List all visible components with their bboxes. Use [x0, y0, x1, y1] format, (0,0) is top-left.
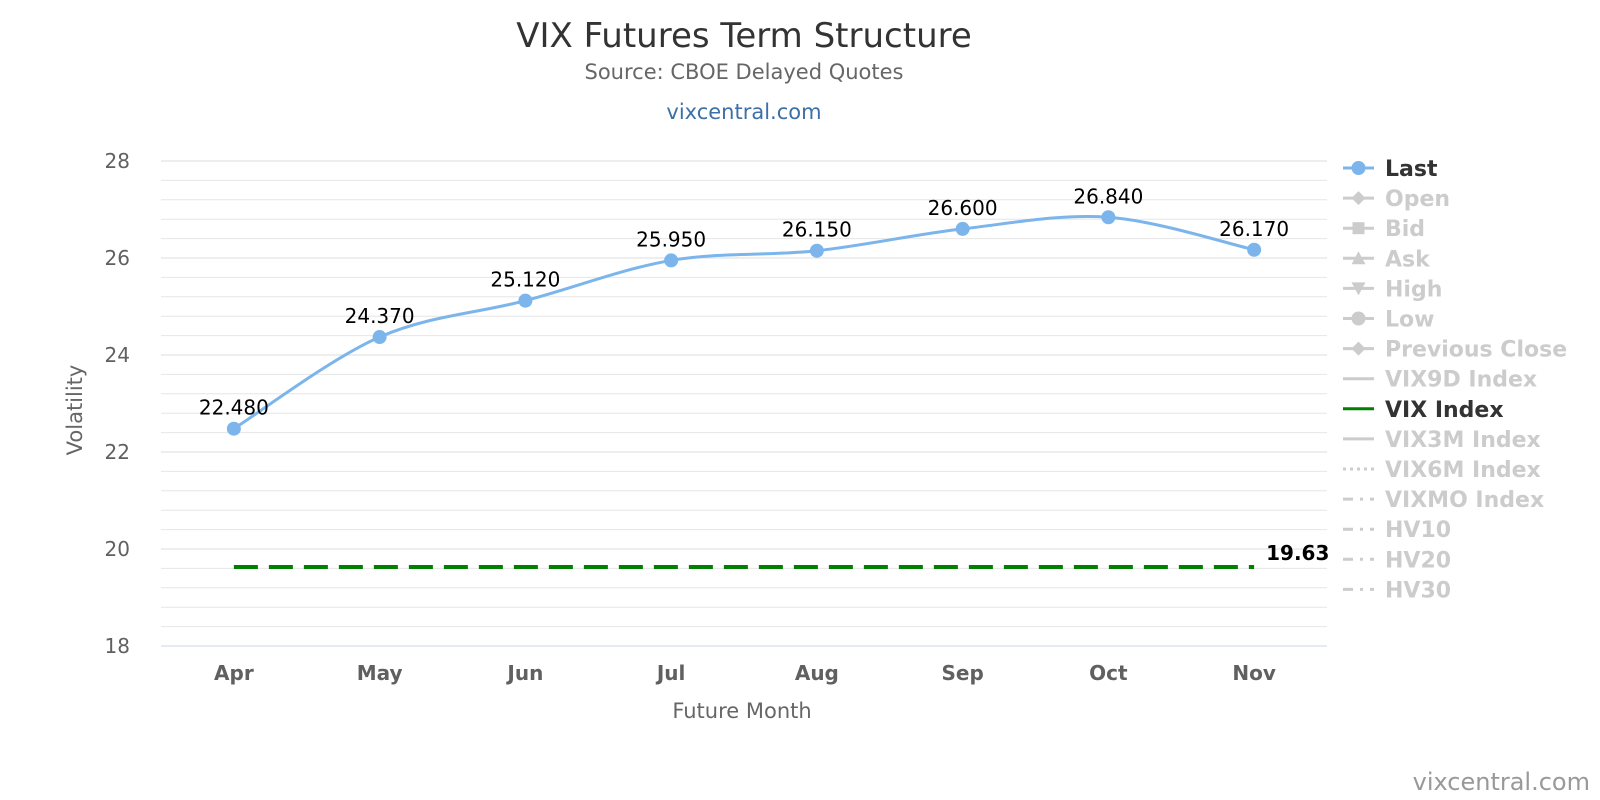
legend-label: VIX3M Index: [1385, 428, 1541, 453]
x-tick-label: May: [357, 661, 403, 685]
legend-label: VIX Index: [1385, 398, 1504, 423]
legend-item[interactable]: VIX Index: [1343, 398, 1504, 423]
legend-item[interactable]: Low: [1343, 308, 1434, 333]
y-tick-label: 20: [105, 537, 130, 561]
legend: Last Open Bid Ask High Low Previous Close VIX9D…: [1343, 157, 1567, 603]
legend-label: HV30: [1385, 578, 1451, 603]
y-axis-ticks: 18 20 22 24 26 28: [105, 149, 130, 658]
legend-label: VIX9D Index: [1385, 368, 1537, 393]
last-point[interactable]: [226, 421, 241, 436]
last-series-line: [233, 215, 1255, 430]
legend-item[interactable]: VIX6M Index: [1343, 458, 1541, 483]
grid-lines: [161, 160, 1327, 647]
legend-label: High: [1385, 277, 1442, 302]
y-tick-label: 22: [105, 440, 130, 464]
last-data-label: 22.480: [199, 396, 269, 420]
chart-title: VIX Futures Term Structure: [516, 16, 972, 56]
last-data-label: 26.840: [1073, 184, 1143, 208]
x-axis-label: Future Month: [672, 699, 811, 723]
last-point[interactable]: [664, 253, 679, 268]
last-data-label: 26.150: [782, 218, 852, 242]
legend-label: Bid: [1385, 217, 1425, 242]
legend-label: VIXMO Index: [1385, 488, 1544, 513]
last-data-label: 24.370: [345, 304, 415, 328]
y-tick-label: 28: [105, 149, 130, 173]
legend-triangle-down-icon: [1351, 282, 1366, 296]
legend-item[interactable]: Bid: [1343, 217, 1425, 242]
legend-label: HV10: [1385, 518, 1451, 543]
legend-label: Previous Close: [1385, 338, 1567, 363]
legend-square-icon: [1352, 222, 1365, 235]
series-last: 22.480 24.370 25.120 25.950 26.150 26.600 26.8…: [199, 184, 1289, 436]
legend-item[interactable]: VIX9D Index: [1343, 368, 1537, 393]
last-point[interactable]: [372, 330, 387, 345]
legend-item[interactable]: Open: [1343, 187, 1450, 212]
y-tick-label: 26: [105, 246, 130, 270]
x-tick-label: Jun: [505, 661, 543, 685]
last-data-label: 26.600: [928, 196, 998, 220]
y-axis-label: Volatility: [63, 365, 87, 456]
x-tick-label: Aug: [795, 661, 839, 685]
legend-label: Last: [1385, 157, 1438, 182]
legend-label: Low: [1385, 308, 1434, 333]
legend-item[interactable]: VIXMO Index: [1343, 488, 1544, 513]
chart-source-link[interactable]: vixcentral.com: [666, 100, 821, 124]
legend-item[interactable]: Last: [1343, 157, 1438, 182]
legend-item[interactable]: High: [1343, 277, 1442, 302]
last-data-label: 25.120: [490, 268, 560, 292]
x-tick-label: Nov: [1232, 661, 1276, 685]
legend-label: Ask: [1385, 247, 1431, 272]
legend-diamond-icon: [1351, 191, 1366, 206]
legend-item[interactable]: Previous Close: [1343, 338, 1567, 363]
last-point[interactable]: [955, 221, 970, 236]
legend-label: HV20: [1385, 548, 1451, 573]
legend-item[interactable]: HV30: [1343, 578, 1451, 603]
legend-item[interactable]: Ask: [1343, 247, 1431, 272]
series-vix-index: 19.63: [233, 541, 1329, 569]
credit-text[interactable]: vixcentral.com: [1413, 768, 1590, 796]
legend-circle-icon: [1351, 311, 1366, 326]
x-tick-label: Jul: [655, 661, 686, 685]
legend-circle-icon: [1351, 161, 1366, 175]
last-data-label: 25.950: [636, 227, 706, 251]
y-tick-label: 18: [105, 634, 130, 658]
legend-label: VIX6M Index: [1385, 458, 1541, 483]
last-point[interactable]: [518, 293, 533, 308]
x-tick-label: Sep: [941, 661, 983, 685]
last-point[interactable]: [809, 243, 824, 258]
legend-diamond-icon: [1351, 341, 1366, 356]
legend-item[interactable]: HV20: [1343, 548, 1451, 573]
x-tick-label: Oct: [1089, 661, 1128, 685]
chart-subtitle: Source: CBOE Delayed Quotes: [585, 60, 904, 84]
last-point[interactable]: [1247, 242, 1262, 257]
x-tick-label: Apr: [214, 661, 254, 685]
legend-triangle-icon: [1351, 251, 1366, 265]
last-point[interactable]: [1101, 210, 1116, 225]
legend-item[interactable]: HV10: [1343, 518, 1451, 543]
last-data-label: 26.170: [1219, 217, 1289, 241]
x-axis-ticks: Apr May Jun Jul Aug Sep Oct Nov: [214, 661, 1276, 685]
vix-index-end-label: 19.63: [1266, 541, 1329, 565]
y-tick-label: 24: [105, 343, 130, 367]
legend-item[interactable]: VIX3M Index: [1343, 428, 1541, 453]
legend-label: Open: [1385, 187, 1450, 212]
